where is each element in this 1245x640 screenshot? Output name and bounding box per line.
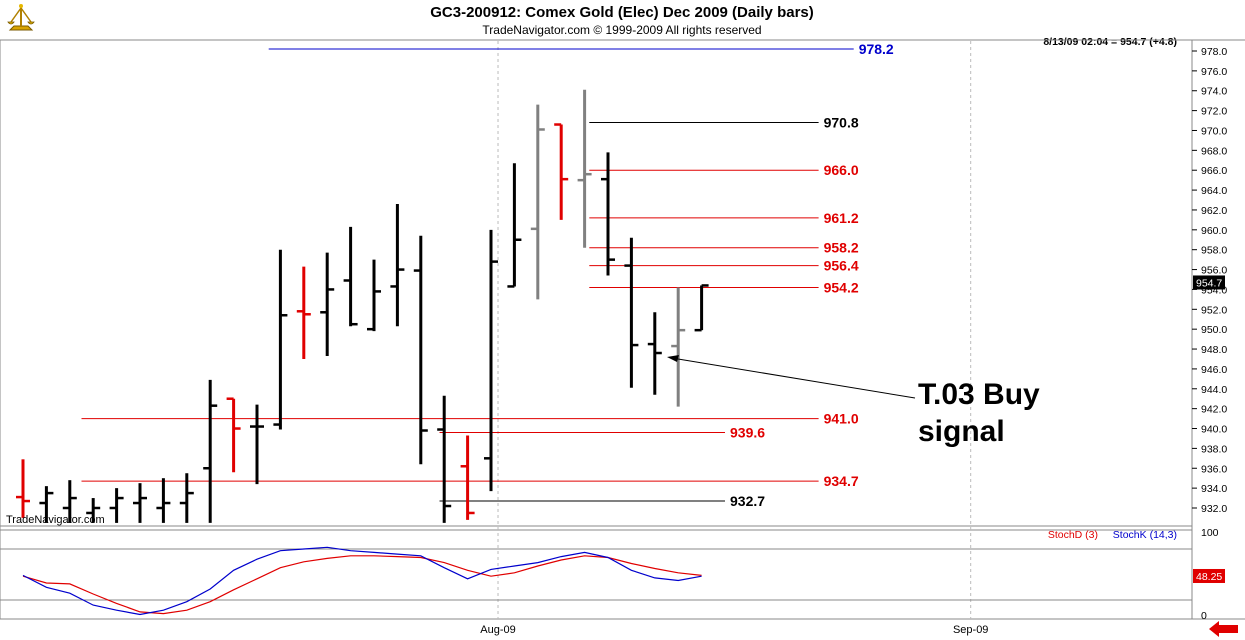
level-label: 956.4: [824, 258, 859, 274]
price-tick-label: 942.0: [1201, 404, 1227, 416]
ohlc-bar: [507, 163, 522, 288]
price-tick-label: 936.0: [1201, 463, 1227, 475]
price-tick-label: 974.0: [1201, 86, 1227, 98]
price-tick-label: 962.0: [1201, 205, 1227, 217]
last-price-label: 954.7: [1196, 277, 1222, 289]
stoch-last-label: 48.25: [1196, 571, 1222, 583]
ohlc-bar: [86, 498, 101, 523]
date-tick-label: Aug-09: [480, 624, 515, 636]
date-axis: Aug-09 Sep-09: [480, 41, 988, 636]
ohlc-bar: [601, 152, 615, 276]
price-tick-label: 976.0: [1201, 66, 1227, 78]
pane-frames: [0, 39, 1245, 620]
price-tick-label: 950.0: [1201, 324, 1227, 336]
level-label: 934.7: [824, 473, 859, 489]
ohlc-bar: [694, 284, 709, 332]
ohlc-bar: [577, 89, 592, 248]
stoch-series-line: [22, 555, 702, 615]
price-tick-label: 948.0: [1201, 344, 1227, 356]
ohlc-bar: [250, 404, 264, 485]
ohlc-bar: [226, 397, 241, 473]
price-tick-label: 960.0: [1201, 225, 1227, 237]
ohlc-bar: [133, 483, 147, 523]
chart-title: GC3-200912: Comex Gold (Elec) Dec 2009 (…: [430, 4, 814, 21]
ohlc-bar: [16, 459, 30, 518]
ohlc-bar: [390, 203, 405, 327]
price-tick-label: 966.0: [1201, 165, 1227, 177]
ohlc-bar: [296, 266, 311, 359]
ohlc-bar: [179, 473, 194, 523]
price-tick-label: 938.0: [1201, 443, 1227, 455]
buy-signal-line2: signal: [918, 415, 1005, 448]
level-label: 941.0: [824, 411, 859, 427]
price-tick-label: 968.0: [1201, 145, 1227, 157]
quote-readout: 8/13/09 02:04 = 954.7 (+4.8): [1043, 36, 1177, 48]
ohlc-bar: [530, 104, 545, 300]
level-label: 970.8: [824, 115, 859, 131]
buy-signal-line1: T.03 Buy: [918, 378, 1040, 411]
price-tick-label: 944.0: [1201, 384, 1227, 396]
level-label: 958.2: [824, 240, 859, 256]
chart-subtitle: TradeNavigator.com © 1999-2009 All right…: [482, 23, 761, 37]
price-tick-label: 978.0: [1201, 46, 1227, 58]
ohlc-bar: [320, 252, 335, 356]
level-lines: 978.2 970.8 966.0 961.2 958.2 956.4 954.2 941.0…: [81, 41, 894, 509]
price-bars: [16, 89, 709, 523]
scroll-right-arrow-icon[interactable]: [1205, 620, 1241, 638]
ohlc-bar: [647, 312, 662, 395]
ohlc-bar: [273, 249, 288, 430]
price-tick-label: 972.0: [1201, 106, 1227, 118]
ohlc-bar: [203, 379, 218, 523]
watermark: TradeNavigator.com: [6, 514, 105, 526]
legend-stoch-d: StochD (3): [1048, 529, 1098, 541]
stoch-series-line: [22, 546, 702, 616]
level-label: 961.2: [824, 210, 859, 226]
price-tick-label: 946.0: [1201, 364, 1227, 376]
stoch-tick-label: 100: [1201, 527, 1219, 539]
ohlc-bar: [484, 229, 498, 492]
level-label: 932.7: [730, 493, 765, 509]
price-tick-label: 940.0: [1201, 424, 1227, 436]
price-tick-label: 958.0: [1201, 245, 1227, 257]
stochastic-pane: 100 0 StochD (3) StochK (14,3) 48.25: [0, 527, 1225, 622]
ohlc-bar: [460, 435, 475, 520]
stoch-last-box: [1193, 568, 1225, 583]
level-label: 966.0: [824, 162, 859, 178]
price-axis: 932.0 934.0 936.0 938.0 940.0 942.0 944.0 946.0…: [1192, 46, 1227, 515]
ohlc-bar: [367, 259, 381, 332]
stoch-tick-label: 0: [1201, 610, 1207, 622]
level-label: 939.6: [730, 424, 765, 440]
price-tick-label: 956.0: [1201, 265, 1227, 277]
last-price-box: [1193, 275, 1225, 290]
date-tick-label: Sep-09: [953, 624, 988, 636]
trade-navigator-logo: [4, 2, 38, 36]
ohlc-bar: [671, 287, 686, 407]
price-tick-label: 970.0: [1201, 125, 1227, 137]
buy-signal-annotation: T.03 Buy signal: [667, 355, 1040, 448]
ohlc-bar: [62, 480, 77, 523]
ohlc-bar: [156, 478, 171, 523]
price-tick-label: 964.0: [1201, 185, 1227, 197]
ohlc-bar: [39, 486, 54, 523]
price-tick-label: 932.0: [1201, 503, 1227, 515]
ohlc-bar: [343, 226, 358, 327]
ohlc-bar: [554, 123, 569, 220]
price-tick-label: 934.0: [1201, 483, 1227, 495]
level-label: 954.2: [824, 279, 859, 295]
price-tick-label: 952.0: [1201, 304, 1227, 316]
ohlc-bar: [109, 488, 124, 523]
ohlc-bar: [437, 395, 452, 523]
ohlc-bar: [624, 237, 639, 388]
legend-stoch-k: StochK (14,3): [1113, 529, 1177, 541]
ohlc-bar: [413, 235, 428, 465]
level-label: 978.2: [859, 41, 894, 57]
